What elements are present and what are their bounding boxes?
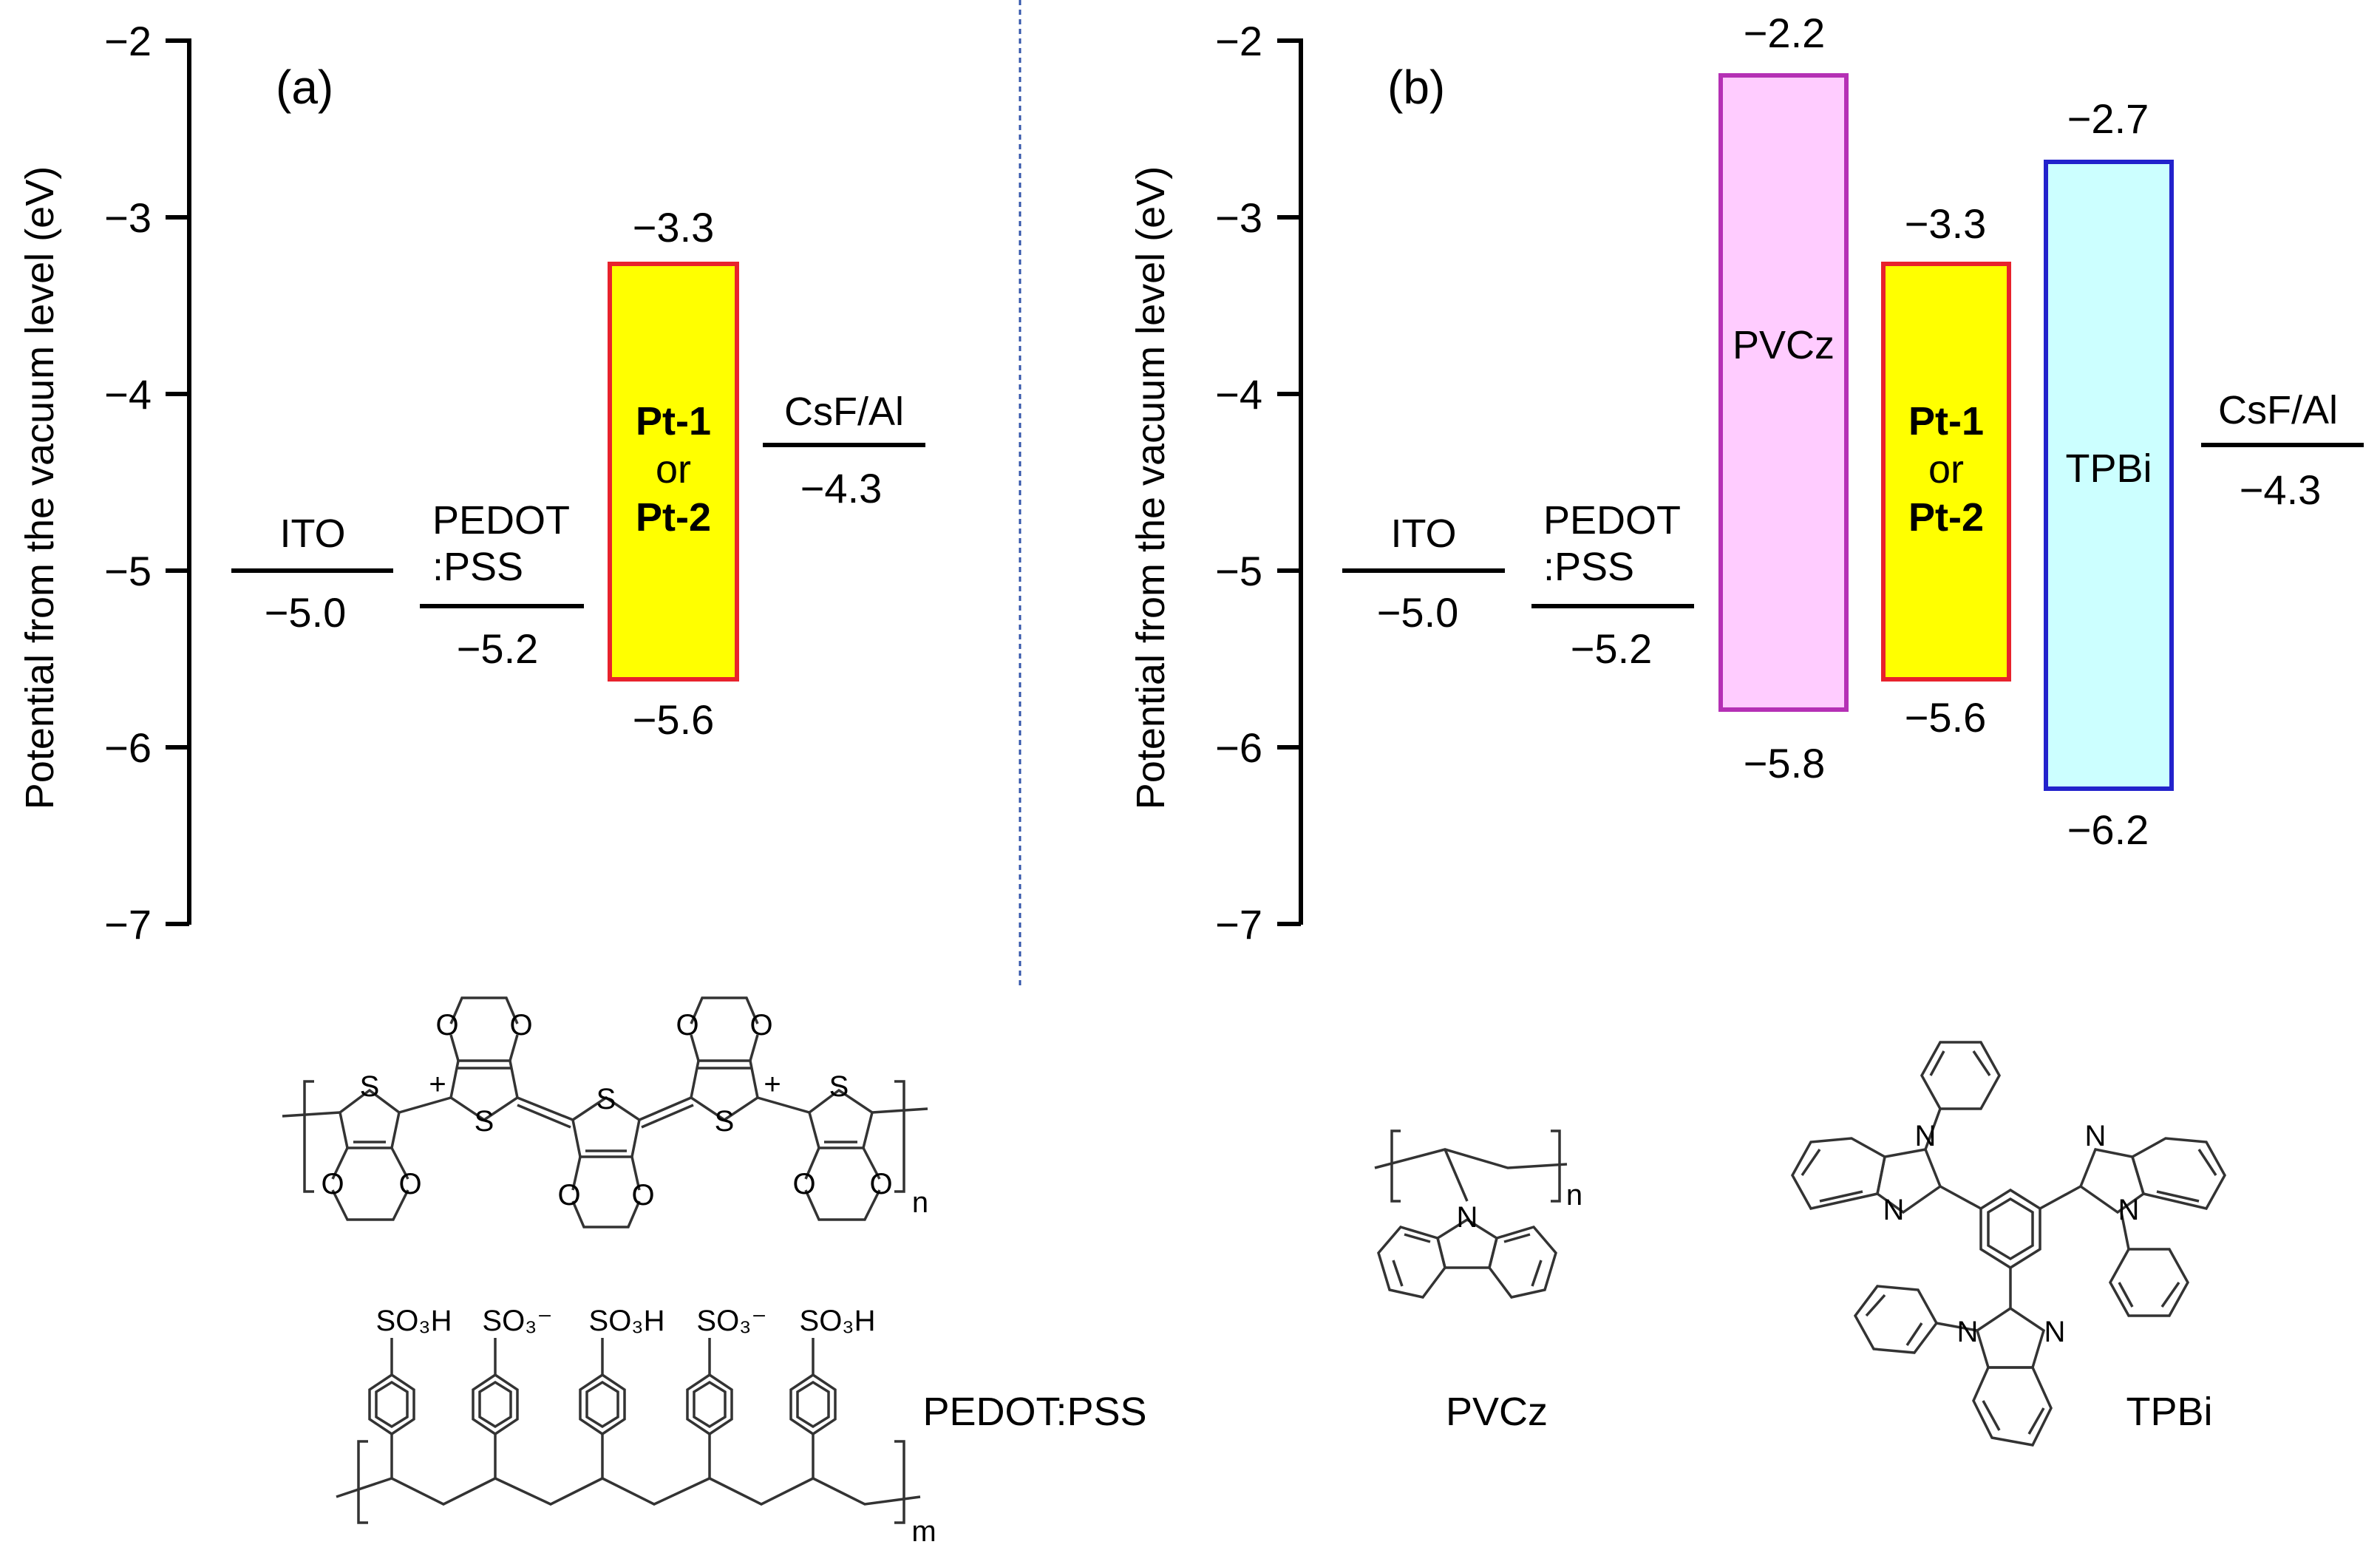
panel-letter: (a) (276, 61, 333, 114)
pt-name-or: or (656, 447, 691, 492)
tick-label: −4 (1215, 371, 1262, 418)
atom-label: O (792, 1168, 815, 1200)
tpbi-structure: N N N N N N TPBi (1790, 1041, 2227, 1447)
pvcz-box (1718, 73, 1849, 712)
atom-label: O (557, 1179, 580, 1212)
pedot-value: −5.2 (1571, 625, 1653, 672)
atom-label: N (2085, 1120, 2107, 1152)
pt-name-2: Pt-2 (636, 495, 711, 540)
tpbi-box (2044, 160, 2174, 791)
atom-label: N (2044, 1316, 2066, 1348)
pvcz-structure: N n PVCz (1374, 1129, 1582, 1434)
repeat-label: n (912, 1186, 928, 1219)
tick-label: −2 (104, 18, 152, 64)
ito-value: −5.0 (265, 589, 347, 636)
pvcz-lumo-value: −2.2 (1744, 10, 1826, 56)
atom-label: O (869, 1168, 892, 1200)
atom-label: S (715, 1105, 735, 1138)
charge-label: + (429, 1068, 446, 1101)
atom-label: S (475, 1105, 494, 1138)
pedot-pss-caption: PEDOT:PSS (922, 1390, 1146, 1434)
atom-label: S (360, 1070, 380, 1103)
atom-label: O (398, 1168, 421, 1200)
tick-label: −5 (1215, 548, 1262, 594)
substituent-label: SO₃⁻ (696, 1305, 766, 1337)
atom-label: N (1457, 1201, 1478, 1234)
atom-label: O (435, 1009, 458, 1041)
substituent-label: SO₃H (376, 1305, 452, 1337)
tpbi-caption: TPBi (2126, 1390, 2212, 1434)
atom-label: O (676, 1009, 698, 1041)
panel-b: Potential from the vacuum level (eV) −2 … (1129, 10, 2364, 948)
panel-letter: (b) (1387, 61, 1445, 114)
tick-label: −3 (104, 194, 152, 241)
pt-homo-value: −5.6 (633, 696, 715, 743)
pedot-name: PEDOT (432, 498, 570, 543)
atom-label: N (1915, 1120, 1937, 1152)
atom-label: O (631, 1179, 654, 1212)
tick-label: −6 (1215, 724, 1262, 771)
atom-label: N (2118, 1194, 2140, 1226)
pt-box (608, 262, 739, 682)
csf-name: CsF/Al (2218, 388, 2338, 432)
tick-label: −7 (104, 901, 152, 948)
pvcz-homo-value: −5.8 (1744, 740, 1826, 786)
pt-homo-value: −5.6 (1905, 694, 1987, 741)
y-axis (1277, 38, 1303, 926)
y-axis-label: Potential from the vacuum level (eV) (1129, 166, 1173, 809)
pedot-name-2: :PSS (432, 545, 523, 589)
pt-name-or: or (1928, 447, 1964, 492)
pt-name-1: Pt-1 (1908, 399, 1984, 444)
tick-label: −7 (1215, 901, 1262, 948)
pvcz-name: PVCz (1733, 323, 1835, 367)
pt-name-2: Pt-2 (1908, 495, 1984, 540)
tpbi-homo-value: −6.2 (2067, 806, 2149, 853)
charge-label: + (764, 1068, 781, 1101)
tick-label: −5 (104, 548, 152, 594)
atom-label: O (509, 1009, 532, 1041)
pss-structure: SO₃H SO₃⁻ SO₃H SO₃⁻ SO₃H m PEDOT:PSS (336, 1305, 1147, 1548)
substituent-label: SO₃H (800, 1305, 876, 1337)
repeat-label: n (1566, 1179, 1582, 1212)
substituent-label: SO₃H (589, 1305, 665, 1337)
atom-label: O (749, 1009, 772, 1041)
tick-label: −4 (104, 371, 152, 418)
tpbi-lumo-value: −2.7 (2067, 95, 2149, 142)
ito-name: ITO (1390, 512, 1456, 556)
pt-lumo-value: −3.3 (633, 204, 715, 251)
y-axis (166, 38, 191, 926)
substituent-label: SO₃⁻ (482, 1305, 552, 1337)
atom-label: S (829, 1070, 849, 1103)
panel-a: Potential from the vacuum level (eV) −2 … (18, 18, 925, 948)
atom-label: O (321, 1168, 344, 1200)
y-axis-label: Potential from the vacuum level (eV) (18, 166, 62, 809)
tick-label: −6 (104, 724, 152, 771)
repeat-label: m (911, 1515, 936, 1548)
pedot-value: −5.2 (457, 625, 539, 672)
tpbi-name: TPBi (2065, 446, 2152, 491)
ito-name: ITO (279, 512, 345, 556)
csf-name: CsF/Al (784, 390, 904, 434)
pedot-name-2: :PSS (1543, 545, 1634, 589)
atom-label: S (596, 1083, 616, 1115)
ito-value: −5.0 (1377, 589, 1459, 636)
pt-box (1881, 262, 2011, 682)
pedot-structure: S S S S S O O O O O O O O O O + + n (282, 996, 928, 1229)
tick-label: −2 (1215, 18, 1262, 64)
pt-lumo-value: −3.3 (1905, 200, 1987, 247)
atom-label: N (1957, 1316, 1979, 1348)
atom-label: N (1883, 1194, 1905, 1226)
pvcz-caption: PVCz (1446, 1390, 1548, 1434)
pedot-name: PEDOT (1543, 498, 1681, 543)
csf-value: −4.3 (2240, 466, 2322, 513)
pt-name-1: Pt-1 (636, 399, 711, 444)
tick-label: −3 (1215, 194, 1262, 241)
csf-value: −4.3 (800, 465, 883, 512)
